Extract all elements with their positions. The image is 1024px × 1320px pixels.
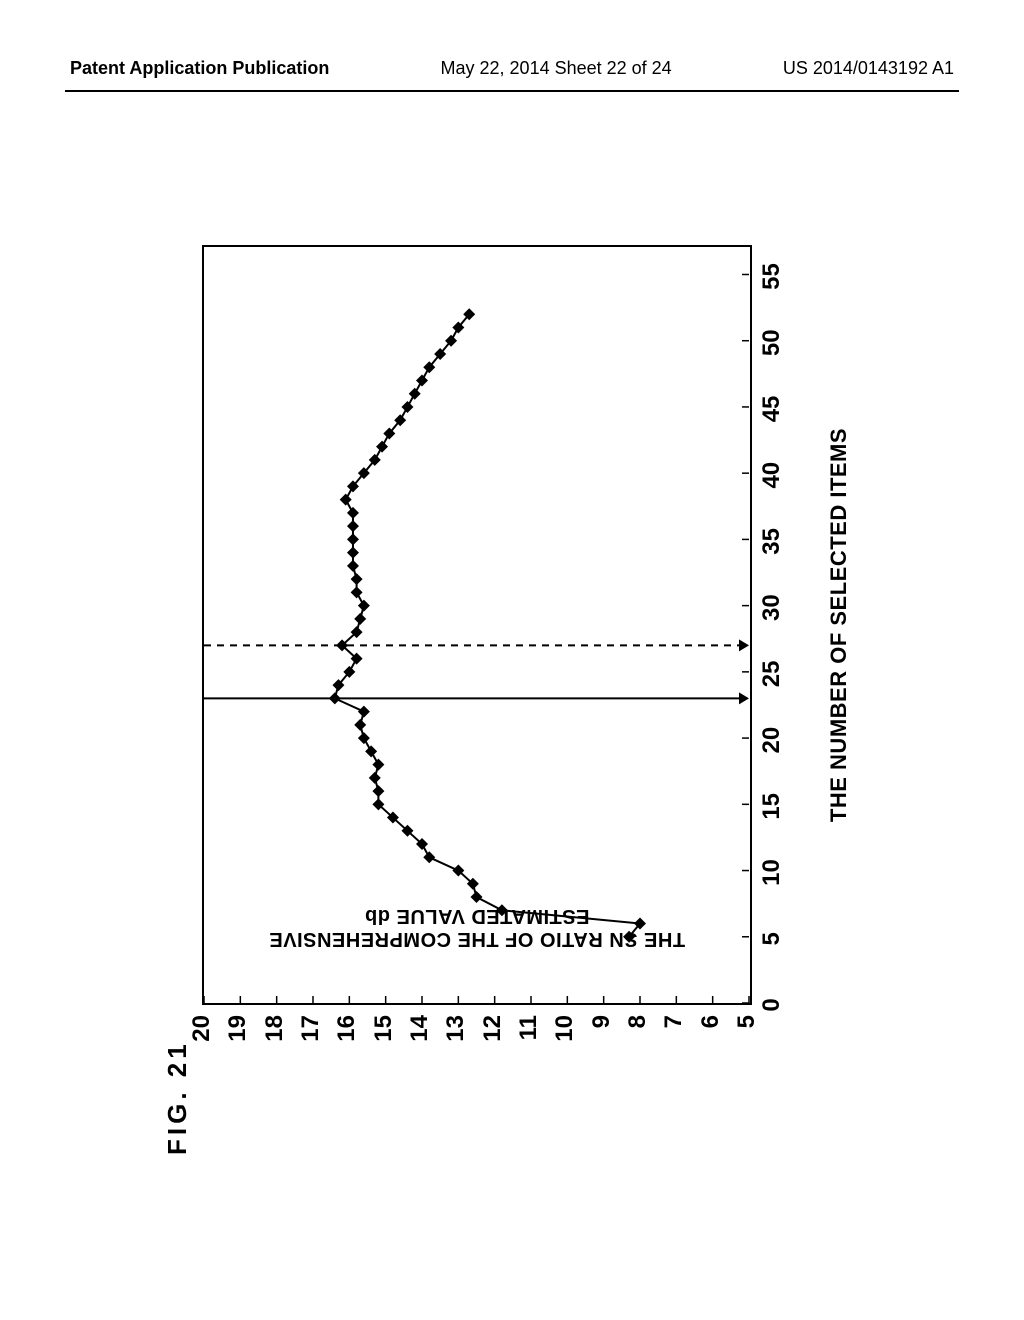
y-tick-label: 6 bbox=[697, 1015, 725, 1028]
x-tick-label: 30 bbox=[758, 594, 786, 621]
y-tick-label: 14 bbox=[406, 1015, 434, 1042]
y-tick-label: 15 bbox=[370, 1015, 398, 1042]
x-tick-label: 10 bbox=[758, 859, 786, 886]
x-tick-label: 45 bbox=[758, 396, 786, 423]
y-tick-label: 8 bbox=[624, 1015, 652, 1028]
x-tick-label: 15 bbox=[758, 793, 786, 820]
y-tick-label: 7 bbox=[660, 1015, 688, 1028]
header-left: Patent Application Publication bbox=[70, 58, 329, 79]
y-tick-label: 13 bbox=[442, 1015, 470, 1042]
y-tick-label: 17 bbox=[297, 1015, 325, 1042]
x-tick-label: 20 bbox=[758, 727, 786, 754]
plot-area bbox=[202, 245, 752, 1005]
x-tick-label: 50 bbox=[758, 329, 786, 356]
x-tick-label: 55 bbox=[758, 263, 786, 290]
y-tick-label: 16 bbox=[333, 1015, 361, 1042]
x-axis-label: THE NUMBER OF SELECTED ITEMS bbox=[826, 245, 852, 1005]
x-tick-label: 35 bbox=[758, 528, 786, 555]
x-tick-label: 5 bbox=[758, 932, 786, 945]
y-tick-label: 19 bbox=[224, 1015, 252, 1042]
y-tick-label: 9 bbox=[588, 1015, 616, 1028]
y-tick-label: 12 bbox=[479, 1015, 507, 1042]
x-tick-label: 25 bbox=[758, 661, 786, 688]
header-right: US 2014/0143192 A1 bbox=[783, 58, 954, 79]
y-tick-label: 5 bbox=[733, 1015, 761, 1028]
header-center: May 22, 2014 Sheet 22 of 24 bbox=[441, 58, 672, 79]
x-tick-label: 40 bbox=[758, 462, 786, 489]
y-tick-label: 11 bbox=[515, 1015, 543, 1040]
y-tick-label: 10 bbox=[551, 1015, 579, 1042]
chart-svg bbox=[204, 247, 750, 1003]
figure: FIG. 21 THE SN RATIO OF THE COMPREHENSIV… bbox=[162, 215, 862, 1165]
page-header: Patent Application Publication May 22, 2… bbox=[0, 58, 1024, 79]
x-tick-label: 0 bbox=[758, 998, 786, 1011]
page: Patent Application Publication May 22, 2… bbox=[0, 0, 1024, 1320]
header-rule bbox=[65, 90, 959, 92]
y-tick-label: 18 bbox=[261, 1015, 289, 1042]
figure-rotated-wrapper: FIG. 21 THE SN RATIO OF THE COMPREHENSIV… bbox=[162, 215, 862, 1165]
y-tick-label: 20 bbox=[188, 1015, 216, 1042]
figure-label: FIG. 21 bbox=[162, 1040, 193, 1155]
